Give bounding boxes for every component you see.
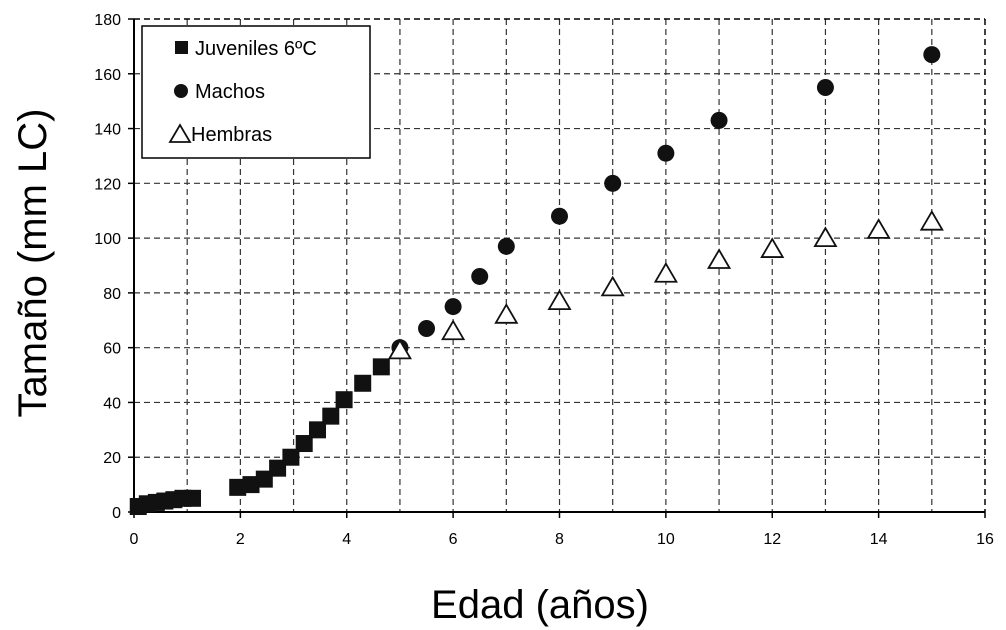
data-point-machos [551,207,568,225]
data-point-machos [471,267,489,285]
y-tick-label: 100 [94,231,121,248]
x-tick-label: 16 [976,531,994,548]
data-point-hembras [919,209,944,231]
data-point-machos [444,298,462,316]
x-tick-label: 12 [763,531,781,548]
legend-marker-juveniles [175,41,188,54]
data-point-juveniles [184,489,202,507]
legend-marker-hembras [168,123,192,143]
x-tick-label: 4 [342,531,351,548]
data-point-machos [923,46,941,64]
data-point-machos [710,111,728,129]
legend-label-juveniles: Juveniles 6ºC [195,38,317,60]
data-point-juveniles [229,478,247,496]
data-point-juveniles [282,448,300,466]
data-point-juveniles [308,421,326,439]
data-point-hembras [706,248,732,269]
y-tick-label: 140 [94,122,121,139]
data-point-juveniles [322,407,340,425]
data-point-hembras [387,338,413,360]
data-point-machos [604,174,622,192]
data-point-hembras [494,303,519,324]
data-point-juveniles [335,391,353,409]
data-point-hembras [547,289,572,311]
x-tick-label: 6 [449,531,458,548]
data-point-juveniles [255,470,273,488]
data-point-hembras [813,226,838,248]
y-tick-label: 180 [94,12,121,29]
y-tick-label: 0 [112,505,121,522]
data-point-hembras [441,319,466,341]
x-tick-label: 8 [555,531,564,548]
y-tick-label: 160 [94,67,121,84]
legend-marker-machos [174,84,188,98]
x-tick-label: 10 [657,531,675,548]
x-axis-title: Edad (años) [431,583,649,627]
data-point-hembras [760,237,785,258]
legend-label-machos: Machos [195,81,265,103]
data-point-hembras [653,261,678,283]
data-points [129,46,944,516]
y-tick-label: 120 [94,176,121,193]
data-point-machos [657,144,675,162]
y-tick-label: 80 [103,286,121,303]
data-point-machos [816,78,834,96]
x-tick-label: 2 [236,531,245,548]
x-tick-label: 0 [130,531,139,548]
y-tick-label: 40 [103,395,121,412]
legend-label-hembras: Hembras [191,124,272,146]
data-point-machos [418,319,436,337]
y-axis-title: Tamaño (mm LC) [11,109,55,418]
data-point-machos [497,237,515,255]
data-point-hembras [600,275,625,297]
y-tick-label: 60 [103,341,121,358]
data-point-juveniles [295,435,313,453]
data-point-hembras [866,218,891,239]
y-tick-label: 20 [103,450,121,467]
data-point-juveniles [242,476,260,494]
data-point-juveniles [354,374,372,392]
data-point-juveniles [269,459,287,477]
legend: Juveniles 6ºC Machos Hembras [141,25,371,159]
data-point-juveniles [372,358,390,376]
x-tick-label: 14 [870,531,888,548]
